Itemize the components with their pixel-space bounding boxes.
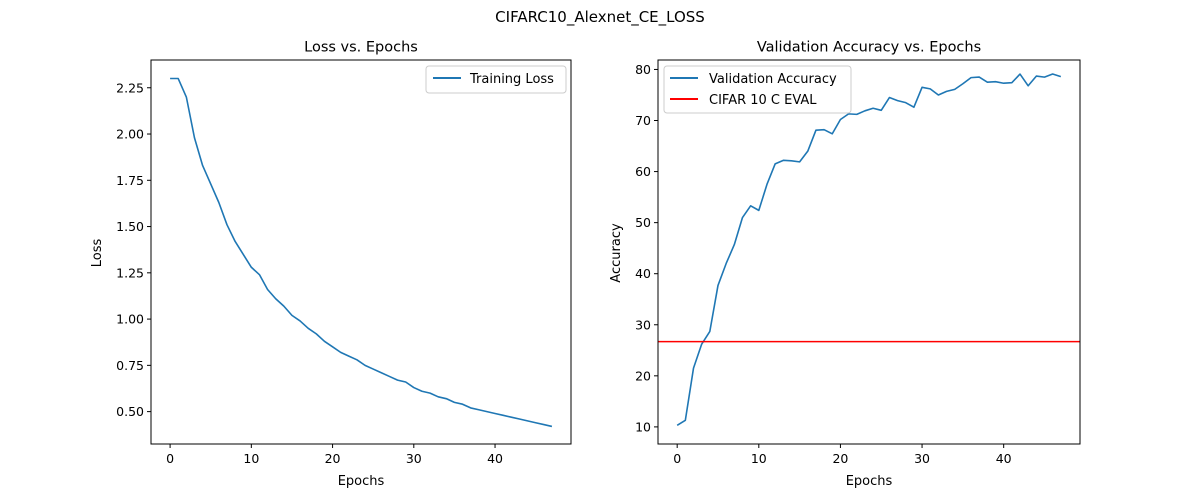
accuracy-y-tick-label: 40: [635, 266, 651, 281]
accuracy-chart: Validation Accuracy vs. Epochs 10 20 30 40 5…: [609, 40, 1081, 489]
accuracy-y-tick-label: 20: [635, 368, 651, 383]
loss-legend: Training Loss: [425, 65, 567, 94]
accuracy-y-ticks: 10 20 30 40 50 60 70 80: [635, 62, 658, 434]
loss-chart-title: Loss vs. Epochs: [304, 40, 418, 56]
loss-x-ticks: 0 10 20 30 40: [166, 444, 503, 466]
loss-legend-label-training-loss: Training Loss: [469, 72, 554, 87]
loss-x-tick-label: 0: [166, 451, 174, 466]
accuracy-x-tick-label: 20: [832, 451, 848, 466]
accuracy-x-ticks: 0 10 20 30 40: [673, 444, 1012, 466]
loss-y-tick-label: 2.25: [116, 80, 144, 95]
loss-x-tick-label: 10: [243, 451, 259, 466]
loss-x-tick-label: 20: [325, 451, 341, 466]
accuracy-y-tick-label: 80: [635, 62, 651, 77]
figure-suptitle: CIFARC10_Alexnet_CE_LOSS: [495, 8, 705, 27]
loss-y-axis-label: Loss: [90, 239, 105, 268]
loss-x-axis-label: Epochs: [338, 474, 385, 489]
loss-y-tick-label: 1.75: [116, 173, 144, 188]
loss-series: [170, 77, 553, 428]
accuracy-legend-box: [663, 65, 852, 114]
accuracy-series-validation-accuracy: [676, 73, 1062, 427]
loss-y-tick-label: 1.00: [116, 312, 144, 327]
accuracy-y-axis-label: Accuracy: [609, 223, 624, 283]
accuracy-y-tick-label: 50: [635, 215, 651, 230]
loss-y-tick-label: 2.00: [116, 127, 144, 142]
loss-y-tick-label: 1.50: [116, 219, 144, 234]
accuracy-x-tick-label: 0: [673, 451, 681, 466]
loss-y-tick-label: 0.75: [116, 358, 144, 373]
loss-y-ticks: 0.50 0.75 1.00 1.25 1.50 1.75 2.00 2.25: [116, 80, 151, 419]
accuracy-series: [658, 73, 1080, 427]
loss-chart: Loss vs. Epochs 0.50 0.75 1.00 1.25 1.50 1.75…: [90, 40, 572, 489]
accuracy-y-tick-label: 70: [635, 113, 651, 128]
accuracy-x-tick-label: 30: [914, 451, 930, 466]
loss-series-training-loss: [170, 77, 553, 428]
loss-axes-frame: [150, 59, 572, 445]
accuracy-y-tick-label: 10: [635, 419, 651, 434]
loss-x-tick-label: 30: [406, 451, 422, 466]
accuracy-x-axis-label: Epochs: [846, 474, 893, 489]
accuracy-legend: Validation Accuracy CIFAR 10 C EVAL: [663, 65, 852, 114]
accuracy-axes-frame: [657, 59, 1081, 445]
accuracy-y-tick-label: 30: [635, 317, 651, 332]
loss-legend-box: [425, 65, 567, 94]
accuracy-legend-label-cifar-10-c-eval: CIFAR 10 C EVAL: [709, 93, 817, 108]
accuracy-legend-label-validation-accuracy: Validation Accuracy: [709, 72, 837, 87]
accuracy-y-tick-label: 60: [635, 164, 651, 179]
accuracy-x-tick-label: 10: [751, 451, 767, 466]
loss-y-tick-label: 0.50: [116, 404, 144, 419]
accuracy-x-tick-label: 40: [996, 451, 1012, 466]
loss-y-tick-label: 1.25: [116, 265, 144, 280]
accuracy-chart-title: Validation Accuracy vs. Epochs: [757, 40, 981, 56]
loss-x-tick-label: 40: [487, 451, 503, 466]
